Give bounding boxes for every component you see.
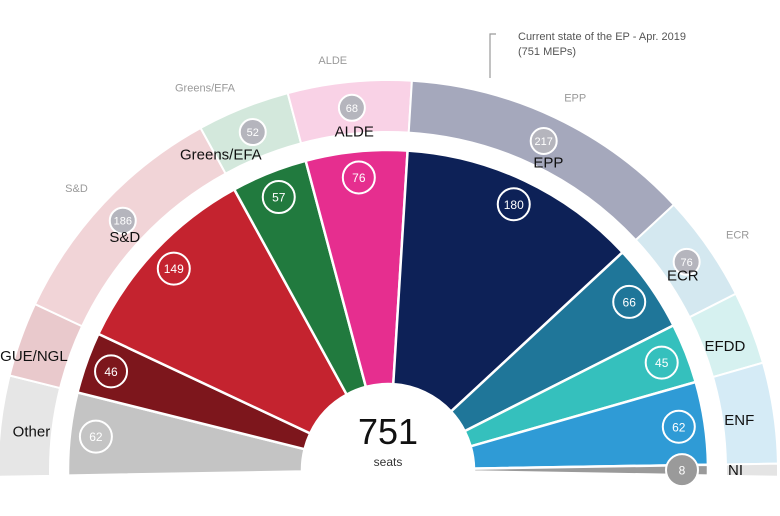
- outer-badge-s-d: [108, 206, 137, 235]
- outer-badge-epp: [529, 126, 558, 155]
- annotation-line: Current state of the EP - Apr. 2019: [518, 31, 686, 43]
- outer-label-s-d: S&D: [65, 183, 88, 195]
- label-ni: NI: [728, 462, 743, 479]
- annotation-bracket: [489, 33, 496, 78]
- value-ecr: 66: [623, 295, 637, 309]
- label-s-d: S&D: [109, 229, 140, 246]
- outer-badge-ecr: [672, 247, 701, 276]
- outer-badge-alde: [337, 93, 366, 122]
- outer-value-epp: 217: [535, 136, 553, 148]
- badge-alde: [341, 160, 376, 195]
- badge-efdd: [644, 345, 679, 380]
- outer-value-ecr: 76: [681, 257, 693, 269]
- value-gue-ngl: 46: [104, 365, 118, 379]
- value-enf: 62: [672, 420, 686, 434]
- value-alde: 76: [352, 171, 366, 185]
- badge-ecr: [612, 284, 647, 319]
- badge-gue-ngl: [94, 354, 129, 389]
- value-s-d: 149: [164, 262, 184, 276]
- value-ni: 8: [679, 464, 686, 478]
- badge-enf: [661, 409, 696, 444]
- badge-epp: [496, 187, 531, 222]
- center-label: seats: [374, 455, 403, 469]
- label-alde: ALDE: [335, 124, 374, 141]
- label-other: Other: [13, 423, 51, 440]
- outer-label-ecr: ECR: [726, 229, 749, 241]
- outer-value-alde: 68: [346, 103, 358, 115]
- inner-ring: [66, 148, 710, 477]
- outer-value-greens-efa: 52: [247, 127, 259, 139]
- label-greens-efa: Greens/EFA: [180, 146, 262, 163]
- badge-s-d: [156, 251, 191, 286]
- value-greens-efa: 57: [272, 191, 286, 205]
- label-enf: ENF: [724, 412, 754, 429]
- outer-sector-ni: [724, 462, 780, 478]
- outer-label-greens-efa: Greens/EFA: [175, 82, 236, 94]
- outer-value-s-d: 186: [114, 216, 132, 228]
- outer-label-epp: EPP: [564, 93, 586, 105]
- outer-label-alde: ALDE: [318, 55, 347, 67]
- sector-epp: [391, 149, 625, 414]
- outer-badge-greens-efa: [238, 118, 267, 147]
- sector-s-d: [96, 187, 349, 436]
- value-other: 62: [89, 430, 103, 444]
- label-epp: EPP: [533, 155, 563, 172]
- label-efdd: EFDD: [705, 338, 746, 355]
- label-ecr: ECR: [667, 268, 699, 285]
- value-epp: 180: [504, 198, 524, 212]
- labels: 186S&D52Greens/EFA68ALDE217EPP76ECR62Oth…: [0, 31, 754, 488]
- badge-other: [78, 419, 113, 454]
- badge-ni: [664, 453, 699, 488]
- badge-greens-efa: [261, 180, 296, 215]
- center-value: 751: [358, 411, 418, 452]
- annotation-line: (751 MEPs): [518, 46, 576, 58]
- value-efdd: 45: [655, 356, 669, 370]
- sector-ni: [472, 463, 710, 477]
- label-gue-ngl: GUE/NGL: [0, 348, 68, 365]
